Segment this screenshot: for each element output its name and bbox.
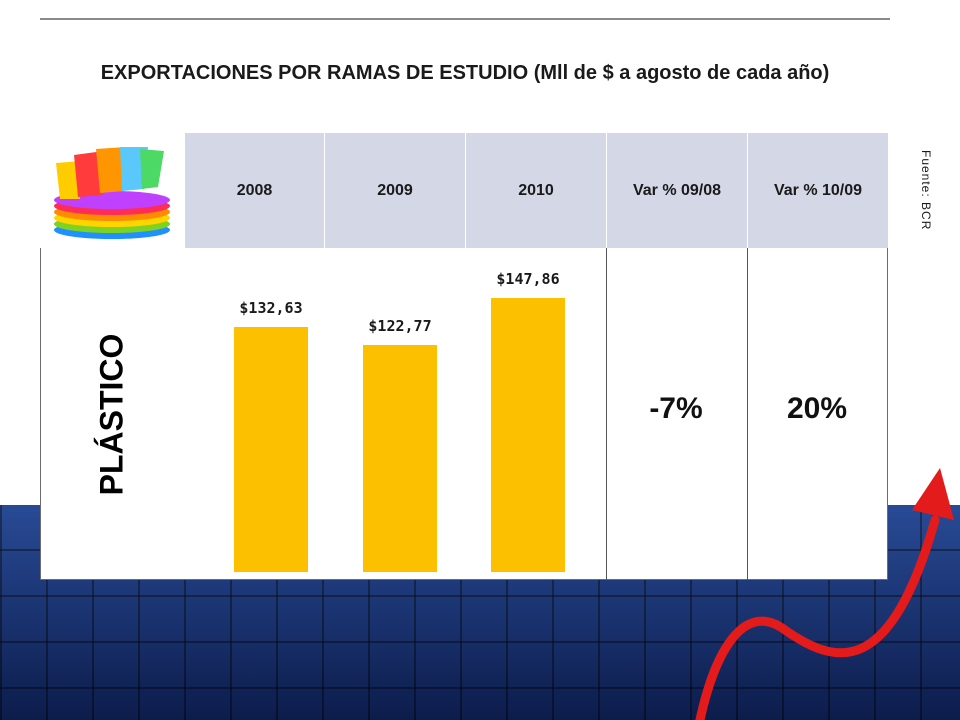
bar-2010	[491, 298, 565, 572]
column-divider	[747, 248, 748, 580]
source-note: Fuente: BCR	[919, 150, 933, 231]
bar-2008	[234, 326, 308, 572]
top-divider	[40, 18, 890, 20]
variation-10-09: 20%	[786, 392, 848, 425]
header-image-cell	[40, 133, 184, 248]
bar-2009	[363, 344, 437, 572]
header-var-10-09: Var % 10/09	[747, 133, 888, 248]
header-2010: 2010	[465, 133, 606, 248]
stacked-colorful-plastic-cups-icon	[54, 147, 170, 239]
bar-value-label: $132,63	[239, 298, 303, 317]
header-var-09-08: Var % 09/08	[606, 133, 747, 248]
variation-09-08: -7%	[649, 392, 703, 425]
column-divider	[606, 248, 607, 580]
header-2009: 2009	[324, 133, 465, 248]
page-title: EXPORTACIONES POR RAMAS DE ESTUDIO (Mll …	[100, 62, 830, 84]
bar-value-label: $147,86	[496, 270, 560, 289]
bar-value-label: $122,77	[368, 316, 432, 335]
header-2008: 2008	[184, 133, 324, 248]
